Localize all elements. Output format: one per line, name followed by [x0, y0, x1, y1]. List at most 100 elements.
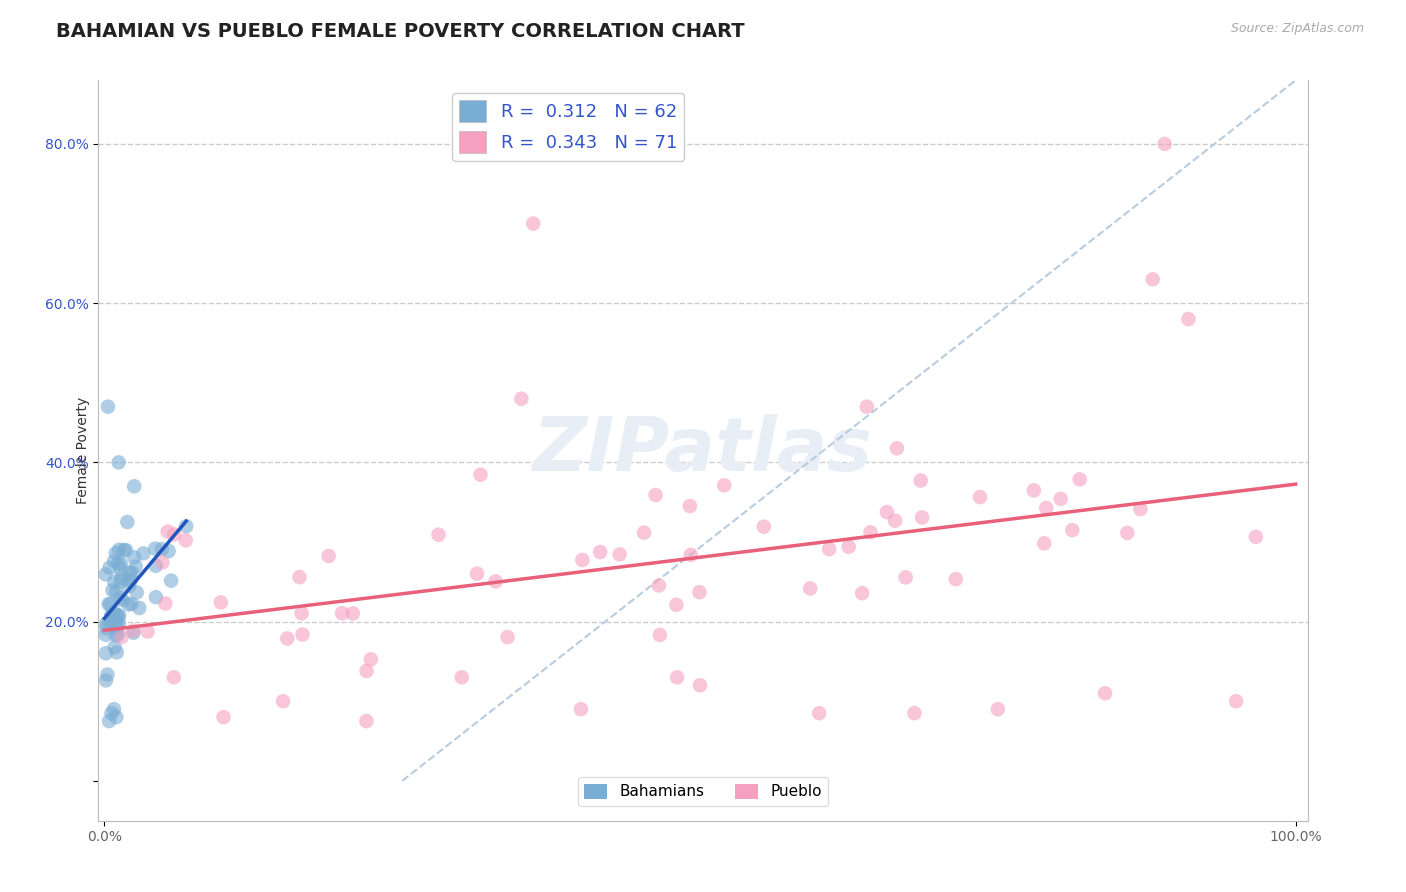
Point [969, 490, 991, 504]
Point [427, 527, 450, 541]
Point [110, 557, 132, 571]
Point [104, 628, 127, 642]
Point [136, 624, 159, 639]
Point [1022, 483, 1045, 498]
Point [569, 702, 592, 716]
Legend: Bahamians, Pueblo: Bahamians, Pueblo [578, 778, 828, 805]
Point [571, 553, 593, 567]
Point [97, 400, 120, 414]
Point [799, 582, 821, 596]
Point [679, 548, 702, 562]
Point [713, 478, 735, 492]
Point [105, 585, 128, 599]
Point [884, 514, 907, 528]
Point [101, 583, 124, 598]
Point [122, 624, 145, 638]
Point [145, 591, 167, 605]
Point [666, 670, 689, 684]
Point [107, 557, 129, 571]
Point [987, 702, 1010, 716]
Point [291, 627, 314, 641]
Point [94, 646, 117, 660]
Point [105, 645, 128, 659]
Point [96, 667, 118, 681]
Point [589, 545, 612, 559]
Point [1033, 536, 1056, 550]
Point [886, 442, 908, 456]
Point [105, 620, 128, 634]
Point [1069, 472, 1091, 486]
Point [120, 573, 142, 587]
Point [100, 608, 122, 623]
Point [100, 615, 122, 630]
Point [125, 559, 148, 574]
Point [103, 574, 125, 589]
Point [107, 455, 129, 469]
Point [118, 579, 141, 593]
Point [633, 525, 655, 540]
Point [318, 549, 340, 563]
Point [356, 664, 378, 678]
Point [105, 608, 128, 623]
Point [108, 542, 131, 557]
Point [470, 467, 492, 482]
Point [665, 598, 688, 612]
Point [1177, 312, 1199, 326]
Point [105, 710, 128, 724]
Point [110, 562, 132, 576]
Point [356, 714, 378, 728]
Point [609, 547, 631, 561]
Point [103, 554, 125, 568]
Point [679, 499, 702, 513]
Point [94, 616, 117, 631]
Point [360, 652, 382, 666]
Text: Source: ZipAtlas.com: Source: ZipAtlas.com [1230, 22, 1364, 36]
Point [945, 572, 967, 586]
Point [103, 702, 125, 716]
Point [1129, 502, 1152, 516]
Point [1225, 694, 1247, 708]
Point [688, 585, 710, 599]
Point [98, 615, 121, 629]
Point [121, 566, 143, 580]
Point [104, 546, 127, 560]
Point [98, 597, 121, 611]
Point [104, 640, 127, 655]
Point [209, 595, 232, 609]
Point [110, 591, 132, 605]
Point [122, 550, 145, 565]
Point [98, 560, 121, 574]
Point [484, 574, 506, 589]
Point [117, 515, 139, 529]
Point [276, 632, 298, 646]
Y-axis label: Female Poverty: Female Poverty [76, 397, 90, 504]
Point [1116, 525, 1139, 540]
Point [128, 601, 150, 615]
Point [94, 567, 117, 582]
Point [689, 678, 711, 692]
Point [105, 618, 128, 632]
Point [111, 593, 134, 607]
Point [96, 621, 118, 635]
Point [648, 628, 671, 642]
Point [125, 585, 148, 599]
Point [121, 597, 143, 611]
Point [330, 606, 353, 620]
Point [110, 571, 132, 585]
Point [876, 505, 898, 519]
Point [1153, 136, 1175, 151]
Point [856, 400, 879, 414]
Point [496, 630, 519, 644]
Point [212, 710, 235, 724]
Text: ZIPatlas: ZIPatlas [533, 414, 873, 487]
Point [174, 519, 197, 533]
Point [644, 488, 666, 502]
Text: BAHAMIAN VS PUEBLO FEMALE POVERTY CORRELATION CHART: BAHAMIAN VS PUEBLO FEMALE POVERTY CORREL… [56, 22, 745, 41]
Point [1035, 501, 1057, 516]
Point [143, 541, 166, 556]
Point [1244, 530, 1267, 544]
Point [522, 217, 544, 231]
Point [150, 542, 173, 557]
Point [450, 670, 472, 684]
Point [160, 574, 183, 588]
